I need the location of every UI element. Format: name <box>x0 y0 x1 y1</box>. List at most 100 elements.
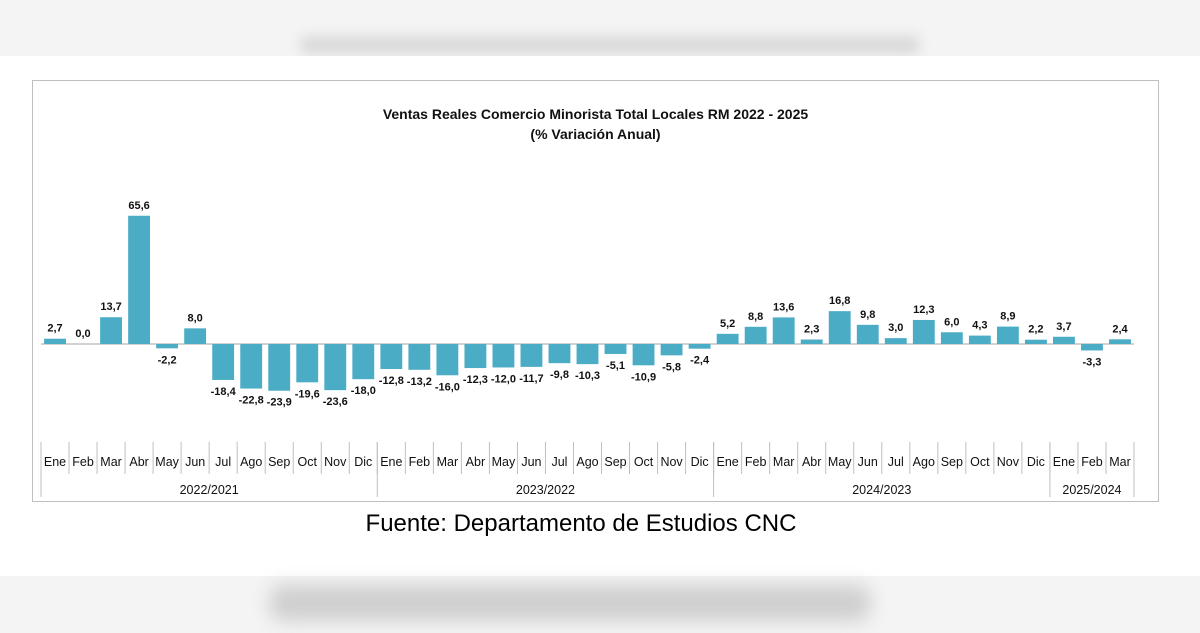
bar <box>968 335 991 344</box>
bar <box>604 344 627 354</box>
category-tick-label: Abr <box>129 455 148 469</box>
category-tick-label: Jun <box>521 455 541 469</box>
data-label: 8,8 <box>748 311 763 323</box>
bar <box>828 311 851 344</box>
category-tick-label: Ago <box>576 455 598 469</box>
bar <box>996 326 1019 344</box>
category-tick-label: Jul <box>215 455 231 469</box>
data-label: -13,2 <box>407 376 432 388</box>
group-label: 2025/2024 <box>1062 483 1121 497</box>
data-label: -18,4 <box>211 386 237 398</box>
category-tick-label: Feb <box>745 455 767 469</box>
category-tick-label: Ene <box>1053 455 1075 469</box>
data-label: 0,0 <box>75 328 90 340</box>
category-tick-label: Jun <box>185 455 205 469</box>
category-tick-label: Abr <box>802 455 821 469</box>
data-label: -2,4 <box>690 355 710 367</box>
data-label: 13,6 <box>773 301 794 313</box>
category-tick-label: Ene <box>717 455 739 469</box>
data-label: -5,8 <box>662 361 681 373</box>
data-label: 12,3 <box>913 304 934 316</box>
category-tick-label: Jul <box>551 455 567 469</box>
data-label: 8,0 <box>187 312 202 324</box>
category-tick-label: Jul <box>888 455 904 469</box>
category-tick-label: Abr <box>466 455 485 469</box>
data-label: 13,7 <box>100 301 121 313</box>
data-label: 65,6 <box>128 200 149 212</box>
data-label: -9,8 <box>550 369 569 381</box>
category-tick-label: Oct <box>298 455 318 469</box>
bar <box>268 344 291 391</box>
data-label: -12,8 <box>379 375 404 387</box>
data-label: 2,7 <box>47 323 62 335</box>
chart-frame <box>32 80 1159 502</box>
data-label: -12,3 <box>463 374 488 386</box>
category-tick-label: Ago <box>913 455 935 469</box>
group-label: 2023/2022 <box>516 483 575 497</box>
bar <box>520 344 543 367</box>
bar <box>1081 344 1103 351</box>
category-tick-label: May <box>155 455 179 469</box>
bar <box>716 333 739 344</box>
data-label: 4,3 <box>972 320 987 332</box>
category-tick-label: Sep <box>604 455 626 469</box>
source-caption: Fuente: Departamento de Estudios CNC <box>365 510 797 537</box>
category-tick-label: Jun <box>858 455 878 469</box>
bar <box>240 344 263 389</box>
bar <box>632 344 655 366</box>
bar <box>324 344 347 391</box>
category-tick-label: Feb <box>1081 455 1103 469</box>
bar <box>800 339 823 344</box>
category-tick-label: Ago <box>240 455 262 469</box>
data-label: 16,8 <box>829 295 850 307</box>
data-label: 8,9 <box>1000 311 1015 323</box>
bar <box>184 328 207 344</box>
category-tick-label: Dic <box>354 455 372 469</box>
data-label: 2,2 <box>1028 324 1043 336</box>
bar <box>464 344 487 369</box>
data-label: -23,6 <box>323 396 348 408</box>
category-tick-label: Mar <box>773 455 795 469</box>
data-label: -18,0 <box>351 385 376 397</box>
bar <box>912 319 935 344</box>
bar <box>576 344 599 365</box>
bar <box>548 344 571 364</box>
category-tick-label: Mar <box>1109 455 1131 469</box>
data-label: 3,7 <box>1056 321 1071 333</box>
data-label: -22,8 <box>239 395 264 407</box>
data-label: 9,8 <box>860 309 875 321</box>
data-label: -23,9 <box>267 397 292 409</box>
bar <box>1024 339 1047 344</box>
bar <box>856 324 879 344</box>
data-label: 5,2 <box>720 318 735 330</box>
category-tick-label: Dic <box>1027 455 1045 469</box>
data-label: 3,0 <box>888 322 903 334</box>
bar <box>688 344 711 349</box>
bar <box>884 338 907 344</box>
bar <box>408 344 431 370</box>
category-tick-label: Oct <box>970 455 990 469</box>
data-label: -11,7 <box>519 373 543 385</box>
category-tick-label: Nov <box>324 455 347 469</box>
bar <box>772 317 795 344</box>
blurred-background-title <box>300 36 920 54</box>
bar <box>100 317 122 344</box>
data-label: -5,1 <box>606 360 625 372</box>
data-label: -12,0 <box>491 373 516 385</box>
category-tick-label: Oct <box>634 455 654 469</box>
data-label: -2,2 <box>158 354 177 366</box>
bar <box>380 344 403 370</box>
bar <box>744 326 767 344</box>
bar <box>1053 336 1075 344</box>
category-tick-label: May <box>492 455 516 469</box>
group-label: 2024/2023 <box>852 483 911 497</box>
bar <box>44 338 66 344</box>
category-tick-label: Dic <box>691 455 709 469</box>
category-tick-label: May <box>828 455 852 469</box>
category-tick-label: Feb <box>72 455 94 469</box>
bar <box>940 332 963 344</box>
data-label: 2,3 <box>804 324 819 336</box>
category-tick-label: Nov <box>660 455 683 469</box>
data-label: -16,0 <box>435 381 460 393</box>
